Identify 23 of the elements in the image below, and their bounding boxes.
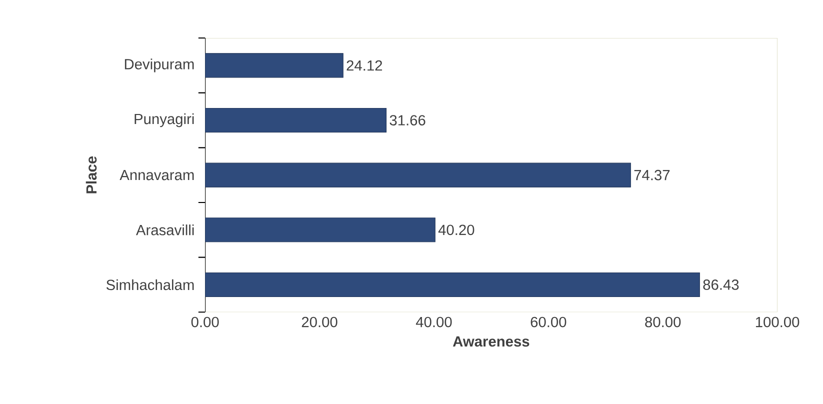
bar: [205, 53, 344, 78]
data-label: 40.20: [438, 224, 474, 236]
data-label: 31.66: [390, 114, 426, 126]
y-tick-label: Simhachalam: [106, 279, 194, 290]
x-tick-label: 60.00: [530, 316, 566, 328]
bar: [205, 218, 436, 242]
bar: [205, 108, 387, 132]
x-tick-label: 80.00: [645, 316, 681, 328]
x-axis-title: Awareness: [452, 336, 530, 347]
x-tick-label: 0.00: [191, 316, 219, 328]
x-tick-label: 40.00: [416, 316, 452, 328]
y-tick-label: Arasavilli: [136, 224, 194, 236]
x-tick-label: 100.00: [756, 316, 800, 328]
y-axis-title: Place: [86, 156, 97, 194]
x-tick-label: 20.00: [302, 316, 338, 328]
data-label: 86.43: [703, 279, 739, 290]
y-tick-label: Devipuram: [124, 58, 194, 72]
data-label: 24.12: [346, 60, 382, 70]
y-tick-label: Annavaram: [120, 170, 194, 180]
bar: [205, 162, 631, 188]
data-label: 74.37: [634, 170, 670, 180]
bar: [205, 272, 700, 297]
y-tick-label: Punyagiri: [134, 113, 194, 127]
